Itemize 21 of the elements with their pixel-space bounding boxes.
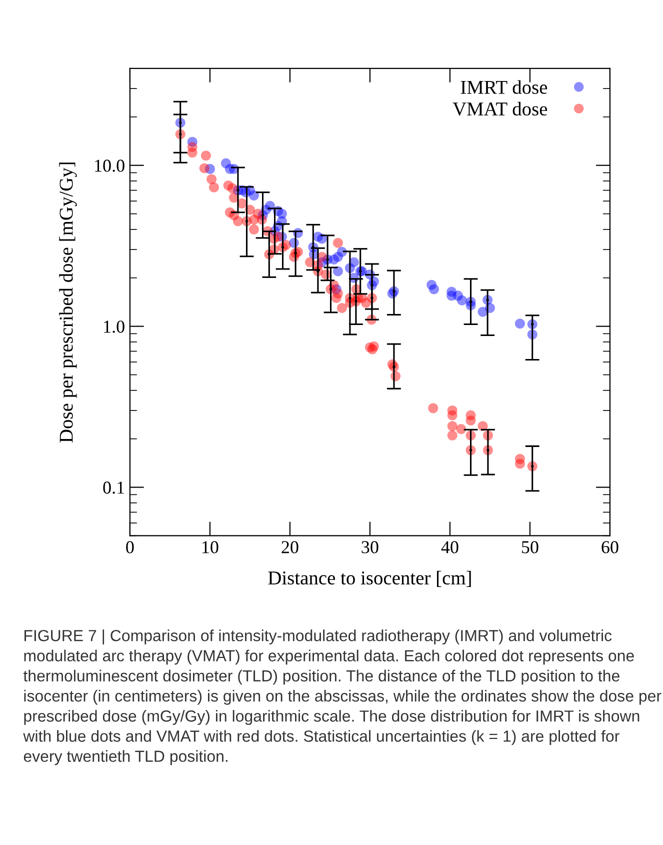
- caption: FIGURE 7 | Comparison of intensity-modulated radiotherapy (IMRT) and volumetric modulated arc therapy (VMAT) for experimental data. Each colored dot represents one thermoluminescent dosimeter (TLD) position. The distance of the TLD position to the isocenter (in centimeters) is given on the abscissas, while the ordinates show the dose per prescribed dose (mGy/Gy) in logarithmic scale. The dose distribution for IMRT is shown with blue dots and VMAT with red dots. Statistical uncertainties (k = 1) are plotted for every twentieth TLD position.: [23, 630, 662, 766]
- x-tick-label: 10: [202, 541, 218, 554]
- point: [332, 266, 343, 276]
- x-axis-title: Distance to isocenter [cm]: [268, 570, 471, 587]
- y-axis-title: Dose per prescribed dose [mGy/Gy]: [59, 162, 77, 442]
- x-tick-label: 0: [126, 541, 134, 554]
- y-tick-label: 10.0: [95, 160, 124, 172]
- x-tick-label: 60: [602, 541, 618, 554]
- point: [336, 246, 347, 257]
- y-tick-label: 0.1: [103, 482, 124, 494]
- legend-label: IMRT dose: [460, 80, 548, 94]
- y-tick-label: 1.0: [104, 320, 124, 333]
- point: [456, 295, 467, 306]
- x-tick-label: 40: [441, 541, 458, 554]
- point: [248, 190, 259, 200]
- point: [514, 318, 525, 329]
- x-tick-label: 20: [282, 541, 298, 554]
- point: [428, 284, 439, 294]
- x-tick-label: 50: [522, 541, 538, 554]
- legend-label: VMAT dose: [452, 102, 548, 116]
- x-tick-label: 30: [362, 541, 378, 554]
